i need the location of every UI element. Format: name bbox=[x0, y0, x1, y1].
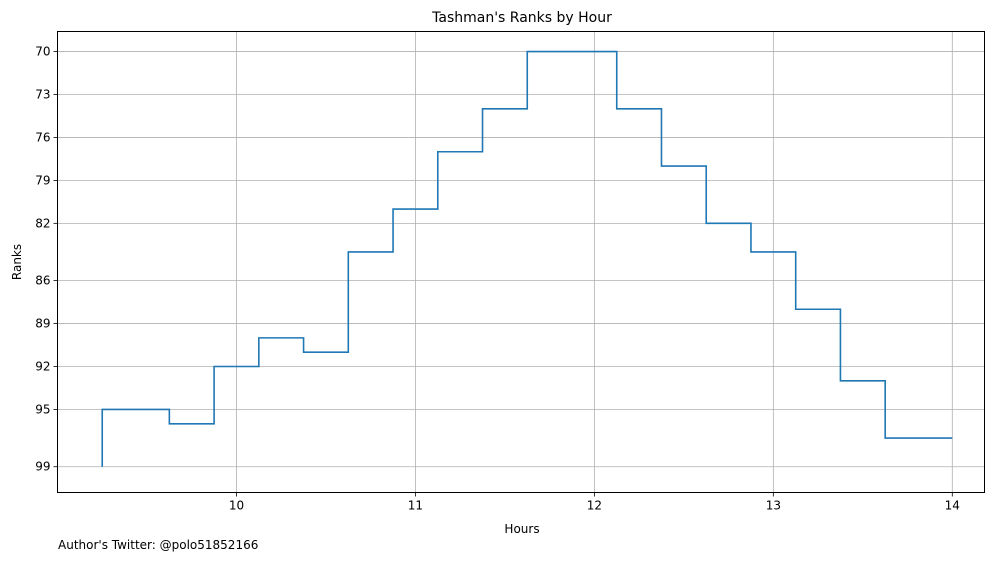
y-tick-label: 70 bbox=[35, 45, 50, 59]
chart-title: Tashman's Ranks by Hour bbox=[431, 10, 612, 26]
grid bbox=[57, 31, 985, 493]
y-tick-label: 89 bbox=[35, 317, 50, 331]
plot-frame bbox=[57, 31, 985, 493]
author-credit: Author's Twitter: @polo51852166 bbox=[58, 538, 259, 552]
series-line bbox=[101, 50, 953, 467]
x-tick-label: 10 bbox=[229, 499, 244, 513]
x-tick-label: 11 bbox=[408, 499, 423, 513]
y-tick-label: 76 bbox=[35, 130, 50, 144]
y-axis-label: Ranks bbox=[10, 244, 24, 280]
x-tick-label: 12 bbox=[587, 499, 602, 513]
x-axis: 10 11 12 13 14 bbox=[229, 492, 960, 513]
y-tick-label: 95 bbox=[35, 402, 50, 416]
y-tick-label: 82 bbox=[35, 216, 50, 230]
y-tick-label: 99 bbox=[35, 460, 50, 474]
y-tick-label: 92 bbox=[35, 360, 50, 374]
y-axis: 70 73 76 79 82 86 89 92 95 99 bbox=[35, 45, 58, 474]
x-tick-label: 14 bbox=[945, 499, 960, 513]
series-layer bbox=[101, 50, 953, 467]
y-tick-label: 86 bbox=[35, 274, 50, 288]
x-tick-label: 13 bbox=[766, 499, 781, 513]
x-axis-label: Hours bbox=[504, 522, 539, 536]
y-tick-label: 79 bbox=[35, 173, 50, 187]
y-tick-label: 73 bbox=[35, 87, 50, 101]
